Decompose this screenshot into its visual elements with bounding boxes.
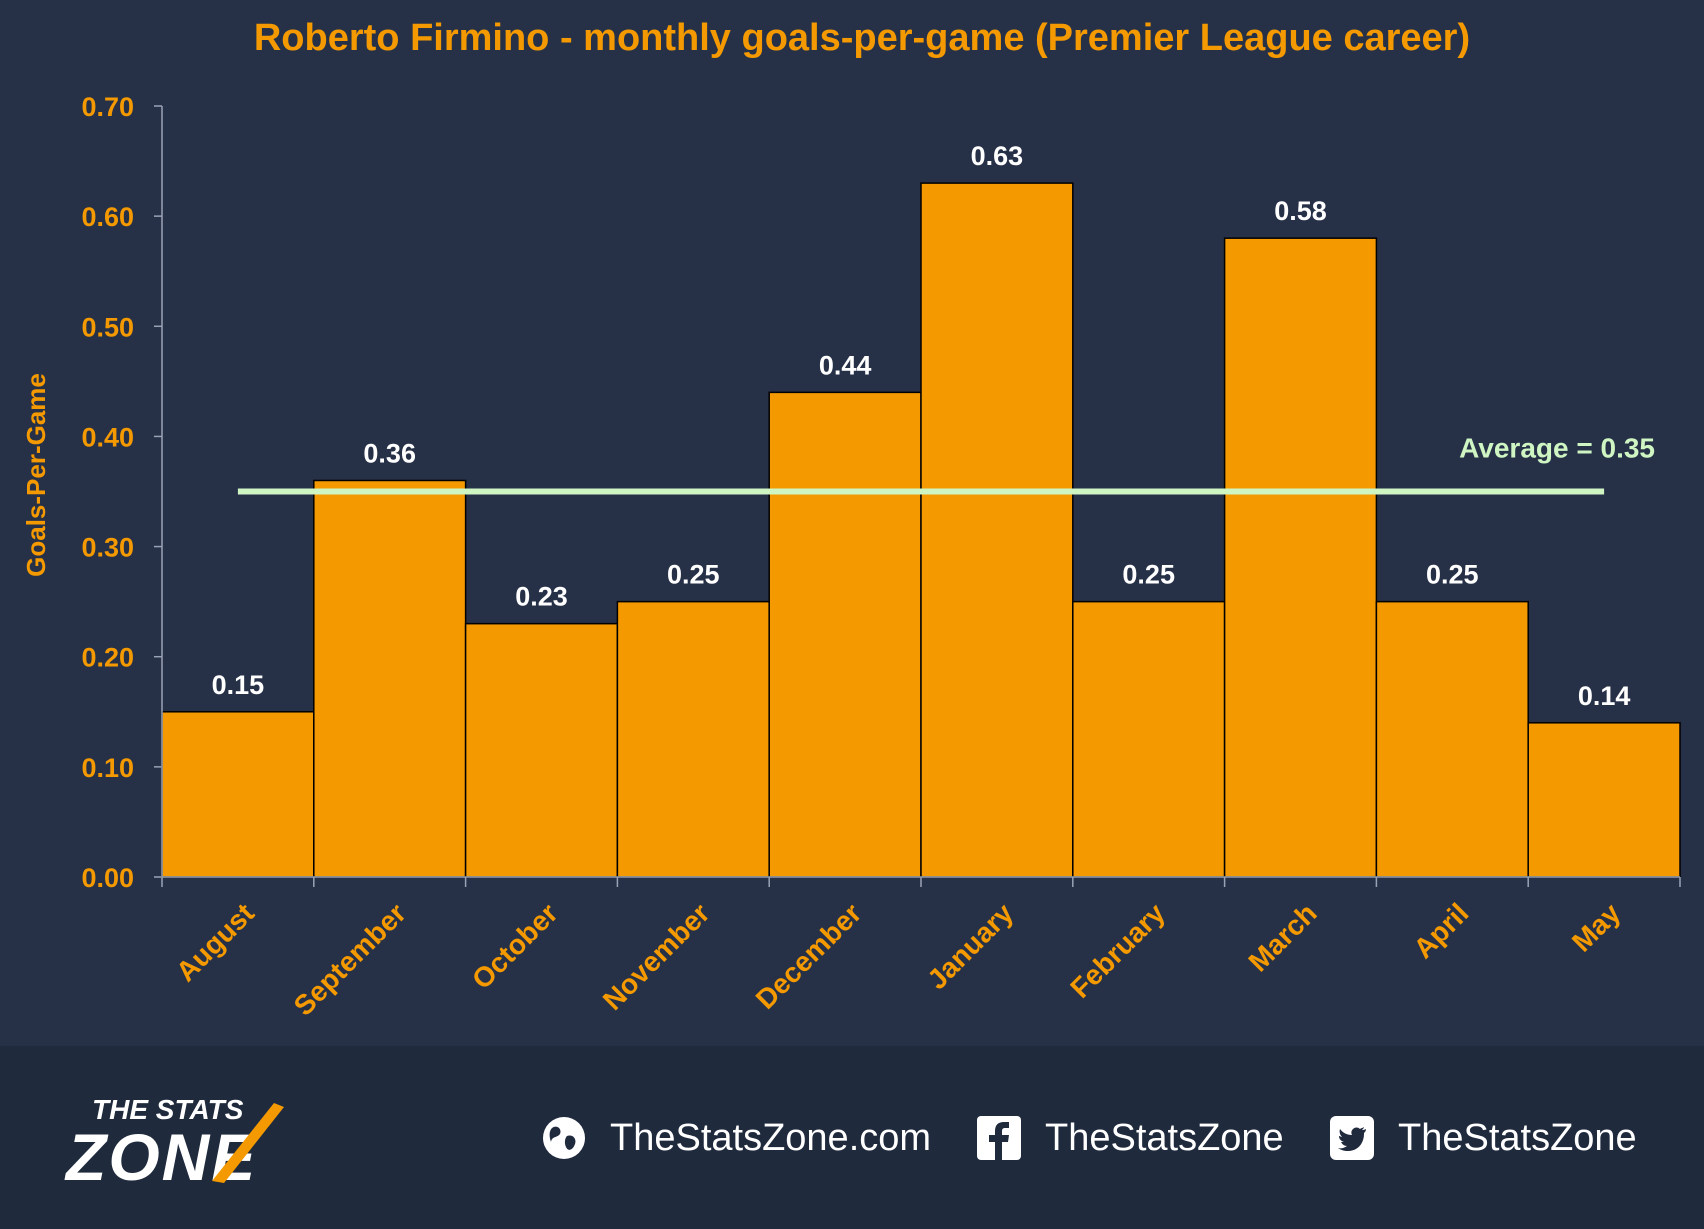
chart-area: Roberto Firmino - monthly goals-per-game…: [21, 17, 1681, 1022]
y-tick-label: 0.30: [81, 533, 134, 563]
website-link[interactable]: TheStatsZone.com: [540, 1108, 931, 1168]
bar-december: [768, 391, 922, 878]
bar-november: [616, 600, 770, 878]
bars-group: [161, 182, 1681, 878]
logo-swoosh: [212, 1103, 284, 1183]
x-tick-label-august: August: [170, 897, 260, 987]
x-tick-label-february: February: [1064, 897, 1171, 1004]
x-tick-label-december: December: [750, 897, 868, 1015]
chart-title: Roberto Firmino - monthly goals-per-game…: [254, 17, 1470, 59]
data-label-february: 0.25: [1122, 560, 1175, 590]
y-tick-label: 0.10: [81, 753, 134, 783]
x-tick-label-january: January: [921, 897, 1019, 995]
data-label-october: 0.23: [515, 582, 568, 612]
data-label-may: 0.14: [1578, 681, 1631, 711]
y-tick-label: 0.20: [81, 643, 134, 673]
data-label-august: 0.15: [212, 670, 265, 700]
bar-february: [1072, 600, 1226, 878]
y-tick-label: 0.50: [81, 312, 134, 342]
y-tick-label: 0.40: [81, 422, 134, 452]
facebook-link[interactable]: TheStatsZone: [975, 1108, 1284, 1168]
twitter-link[interactable]: TheStatsZone: [1328, 1108, 1637, 1168]
y-axis-ticks: 0.00 0.10 0.20 0.30 0.40 0.50 0.60 0.70: [81, 92, 162, 893]
x-tick-label-october: October: [466, 897, 564, 995]
bar-may: [1527, 722, 1681, 878]
x-tick-label-march: March: [1243, 897, 1323, 977]
data-label-december: 0.44: [819, 350, 872, 380]
logo-line1: THE STATS: [92, 1094, 244, 1125]
y-axis-label: Goals-Per-Game: [21, 373, 51, 577]
data-label-january: 0.63: [971, 141, 1024, 171]
bar-chart: Roberto Firmino - monthly goals-per-game…: [21, 17, 1681, 1022]
data-label-march: 0.58: [1274, 196, 1327, 226]
globe-icon: [543, 1117, 585, 1159]
logo-line2: ZONE: [64, 1120, 257, 1194]
data-label-april: 0.25: [1426, 560, 1479, 590]
value-labels-group: 0.15 0.36 0.23 0.25 0.44 0.63 0.25 0.58 0.25 0.14: [212, 141, 1631, 711]
facebook-text: TheStatsZone: [1045, 1116, 1284, 1159]
twitter-icon: [1330, 1116, 1374, 1160]
x-axis-ticks: August September October November December Ja…: [161, 877, 1681, 1022]
website-text: TheStatsZone.com: [610, 1116, 932, 1159]
x-tick-label-april: April: [1408, 897, 1475, 964]
data-label-november: 0.25: [667, 560, 720, 590]
y-tick-label: 0.70: [81, 92, 134, 122]
footer: [0, 1046, 1704, 1229]
bar-august: [161, 711, 315, 878]
bar-october: [464, 622, 619, 878]
data-label-september: 0.36: [363, 438, 416, 468]
bar-september: [313, 479, 467, 878]
x-tick-label-may: May: [1566, 897, 1627, 958]
bar-april: [1375, 600, 1529, 878]
bar-january: [920, 182, 1074, 878]
y-tick-label: 0.00: [81, 863, 134, 893]
stats-zone-logo: THE STATS ZONE: [64, 1094, 284, 1194]
x-tick-label-september: September: [288, 897, 412, 1021]
y-tick-label: 0.60: [81, 202, 134, 232]
average-label: Average = 0.35: [1459, 433, 1655, 464]
x-tick-label-november: November: [597, 897, 716, 1016]
facebook-icon: [977, 1116, 1021, 1160]
bar-march: [1223, 237, 1378, 878]
twitter-text: TheStatsZone: [1398, 1116, 1637, 1159]
